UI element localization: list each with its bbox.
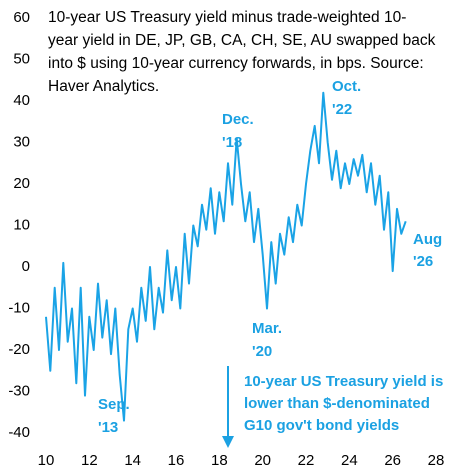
y-tick-label: 40	[13, 92, 30, 109]
x-tick-label: 22	[298, 452, 315, 469]
x-tick-label: 12	[81, 452, 98, 469]
arrow	[222, 366, 234, 448]
x-tick-label: 26	[384, 452, 401, 469]
x-tick-label: 20	[254, 452, 271, 469]
annotation: '20	[252, 343, 272, 360]
data-line	[45, 91, 407, 422]
y-tick-label: -40	[8, 424, 30, 441]
annotation: lower than $-denominated	[244, 395, 430, 412]
y-tick-label: -30	[8, 382, 30, 399]
annotation: Oct.	[332, 78, 361, 95]
x-tick-label: 28	[428, 452, 445, 469]
y-tick-label: -20	[8, 341, 30, 358]
y-tick-label: -10	[8, 299, 30, 316]
annotation: '13	[98, 419, 118, 436]
x-tick-label: 24	[341, 452, 358, 469]
annotation: Mar.	[252, 320, 282, 337]
annotation: Aug	[413, 231, 442, 248]
annotation: Dec.	[222, 111, 254, 128]
annotation: '26	[413, 253, 433, 270]
x-tick-label: 14	[124, 452, 141, 469]
x-tick-label: 18	[211, 452, 228, 469]
x-tick-label: 16	[168, 452, 185, 469]
y-tick-label: 60	[13, 9, 30, 26]
annotation: 10-year US Treasury yield is	[244, 373, 443, 390]
annotation: '22	[332, 101, 352, 118]
annotation: '18	[222, 134, 242, 151]
chart-title: 10-year US Treasury yield minus trade-we…	[48, 9, 406, 26]
y-tick-label: 50	[13, 50, 30, 67]
y-tick-label: 10	[13, 216, 30, 233]
y-tick-label: 30	[13, 133, 30, 150]
annotation: Sep.	[98, 396, 130, 413]
chart-title: Haver Analytics.	[48, 78, 159, 95]
annotation: G10 gov't bond yields	[244, 417, 399, 434]
y-tick-label: 20	[13, 175, 30, 192]
chart-title: year yield in DE, JP, GB, CA, CH, SE, AU…	[48, 32, 436, 49]
x-tick-label: 10	[38, 452, 55, 469]
y-tick-label: 0	[22, 258, 30, 275]
chart-title: into $ using 10-year currency forwards, …	[48, 55, 424, 72]
